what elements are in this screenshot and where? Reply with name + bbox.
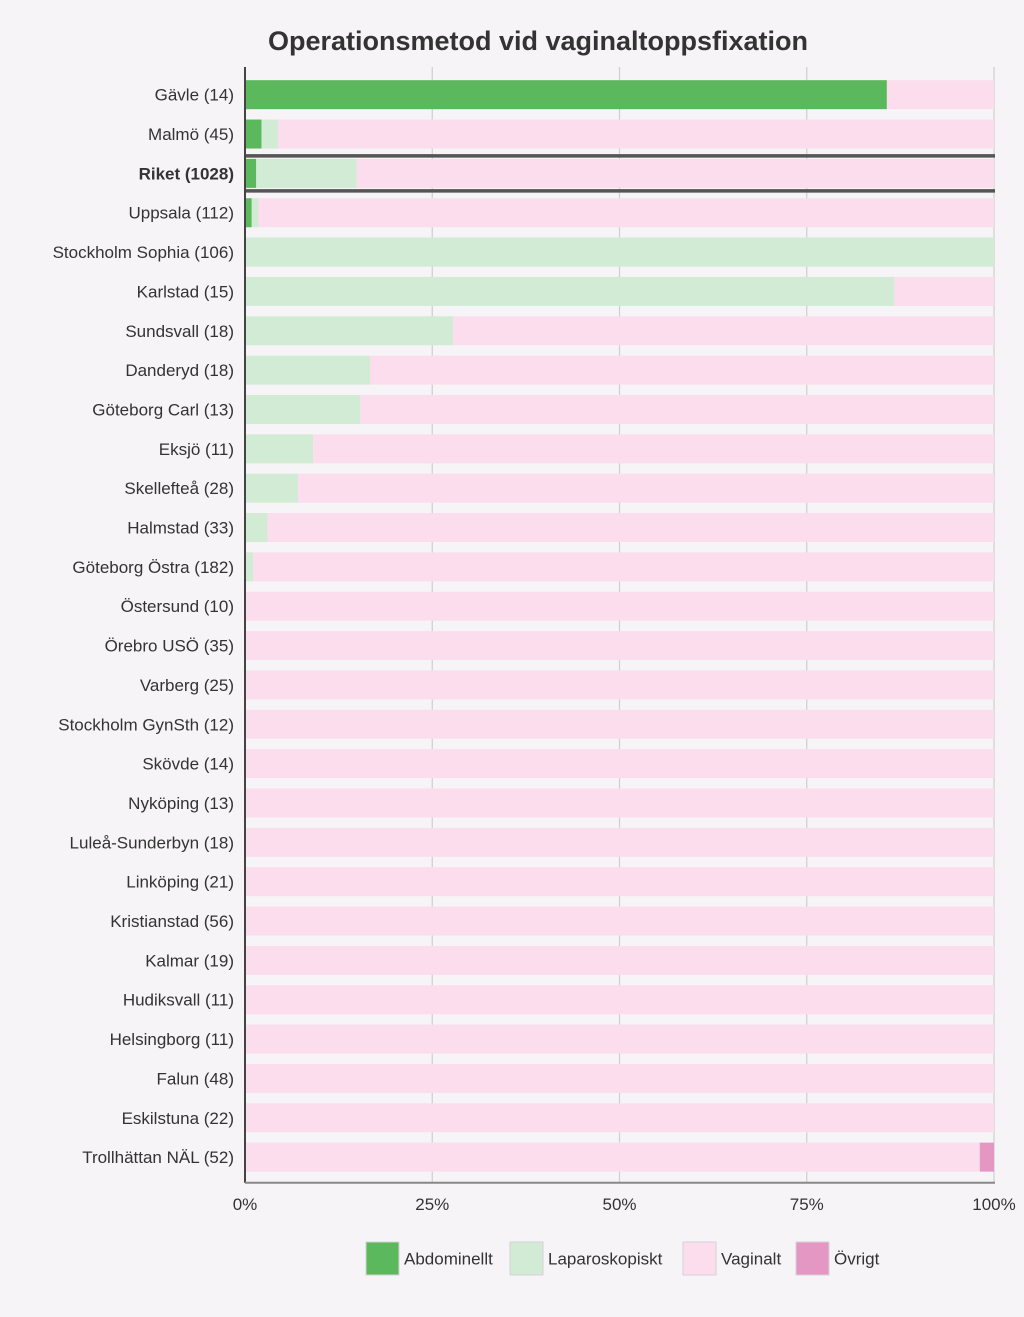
- category-label: Hudiksvall (11): [123, 991, 234, 1010]
- category-label: Stockholm GynSth (12): [58, 715, 234, 734]
- bar-segment-vaginalt: [277, 119, 994, 149]
- bar-segment-vaginalt: [453, 316, 994, 346]
- bar-segment-vaginalt: [245, 827, 994, 857]
- bar-segment-vaginalt: [245, 1024, 994, 1054]
- axes: [244, 67, 995, 1184]
- category-label: Kalmar (19): [145, 951, 234, 970]
- bar-segment-vaginalt: [356, 158, 994, 188]
- bar-segment-vaginalt: [298, 473, 995, 503]
- bar-segment-vaginalt: [886, 80, 994, 110]
- bar-segment-vaginalt: [370, 355, 994, 385]
- bar-segment-vaginalt: [267, 513, 995, 543]
- x-tick-label: 75%: [790, 1195, 824, 1214]
- bar-segment-abdominellt: [245, 80, 887, 110]
- bar-segment-vaginalt: [258, 198, 994, 228]
- category-label: Halmstad (33): [127, 519, 234, 538]
- category-label: Göteborg Carl (13): [92, 400, 234, 419]
- category-label: Malmö (45): [148, 125, 234, 144]
- category-label: Gävle (14): [155, 86, 234, 105]
- x-tick-label: 25%: [415, 1195, 449, 1214]
- bar-segment-laparoskopiskt: [261, 119, 278, 149]
- category-label: Uppsala (112): [128, 204, 234, 223]
- bar-segment-laparoskopiskt: [256, 158, 357, 188]
- bar-segment-vaginalt: [245, 709, 994, 739]
- category-labels: Gävle (14) Malmö (45) Riket (1028) Uppsala …: [53, 86, 234, 1167]
- bar-segment-vaginalt: [245, 1103, 994, 1133]
- category-label: Östersund (10): [121, 597, 234, 616]
- legend-swatch-laparoskopiskt: [509, 1241, 544, 1276]
- bar-segment-abdominellt: [245, 198, 252, 228]
- bar-segment-laparoskopiskt: [245, 237, 994, 267]
- bar-segment-vaginalt: [245, 1142, 980, 1172]
- category-label: Örebro USÖ (35): [105, 637, 234, 656]
- bar-segment-vaginalt: [894, 276, 994, 306]
- legend-label: Övrigt: [834, 1250, 880, 1269]
- bar-segment-vaginalt: [245, 631, 994, 661]
- chart-title: Operationsmetod vid vaginaltoppsfixation: [268, 26, 808, 56]
- x-tick-label: 50%: [602, 1195, 636, 1214]
- category-label: Trollhättan NÄL (52): [82, 1148, 234, 1167]
- category-label: Luleå-Sunderbyn (18): [70, 833, 234, 852]
- legend-swatch-abdominellt: [365, 1241, 400, 1276]
- bar-segment-laparoskopiskt: [251, 198, 259, 228]
- legend-swatch-vaginalt: [682, 1241, 717, 1276]
- legend-label: Abdominellt: [404, 1250, 493, 1269]
- bar-segment-laparoskopiskt: [245, 552, 254, 582]
- legend: Abdominellt Laparoskopiskt Vaginalt Övrigt: [365, 1241, 880, 1276]
- x-tick-label: 0%: [233, 1195, 258, 1214]
- category-label: Danderyd (18): [125, 361, 234, 380]
- x-tick-labels: 0% 25% 50% 75% 100%: [233, 1195, 1016, 1214]
- legend-label: Laparoskopiskt: [548, 1250, 663, 1269]
- category-label: Kristianstad (56): [110, 912, 234, 931]
- bar-segment-vaginalt: [245, 749, 994, 779]
- bar-segment--vrigt: [979, 1142, 994, 1172]
- legend-label: Vaginalt: [721, 1250, 781, 1269]
- legend-swatch--vrigt: [795, 1241, 830, 1276]
- category-label: Skellefteå (28): [124, 479, 234, 498]
- bar-segment-vaginalt: [245, 867, 994, 897]
- bar-segment-laparoskopiskt: [245, 276, 895, 306]
- bar-segment-vaginalt: [245, 945, 994, 975]
- category-label: Eskilstuna (22): [122, 1109, 234, 1128]
- bar-segment-laparoskopiskt: [245, 473, 299, 503]
- category-label: Eksjö (11): [159, 440, 234, 459]
- bar-segment-vaginalt: [245, 591, 994, 621]
- bar-segment-abdominellt: [245, 119, 262, 149]
- bar-segment-vaginalt: [253, 552, 994, 582]
- category-label: Sundsvall (18): [125, 322, 234, 341]
- category-label: Göteborg Östra (182): [72, 558, 234, 577]
- x-tick-label: 100%: [972, 1195, 1015, 1214]
- bar-segment-vaginalt: [245, 788, 994, 818]
- category-label: Helsingborg (11): [110, 1030, 234, 1049]
- bar-segment-laparoskopiskt: [245, 394, 361, 424]
- category-label: Falun (48): [157, 1069, 234, 1088]
- bar-segment-vaginalt: [245, 906, 994, 936]
- bar-segment-abdominellt: [245, 158, 257, 188]
- bar-segment-laparoskopiskt: [245, 434, 314, 464]
- bar-segment-laparoskopiskt: [245, 355, 371, 385]
- bar-segment-vaginalt: [360, 394, 994, 424]
- category-label: Varberg (25): [140, 676, 234, 695]
- bar-segment-vaginalt: [245, 670, 994, 700]
- bar-segment-vaginalt: [245, 985, 994, 1015]
- bar-segment-vaginalt: [245, 1063, 994, 1093]
- category-label: Skövde (14): [142, 755, 234, 774]
- category-label: Stockholm Sophia (106): [53, 243, 234, 262]
- category-label: Riket (1028): [139, 164, 234, 183]
- category-label: Nyköping (13): [128, 794, 234, 813]
- bar-segment-laparoskopiskt: [245, 513, 268, 543]
- category-label: Linköping (21): [126, 873, 234, 892]
- bar-segment-laparoskopiskt: [245, 316, 454, 346]
- grid-lines: [244, 67, 995, 1183]
- category-label: Karlstad (15): [137, 282, 234, 301]
- bar-segment-vaginalt: [313, 434, 994, 464]
- bars: [245, 80, 995, 1172]
